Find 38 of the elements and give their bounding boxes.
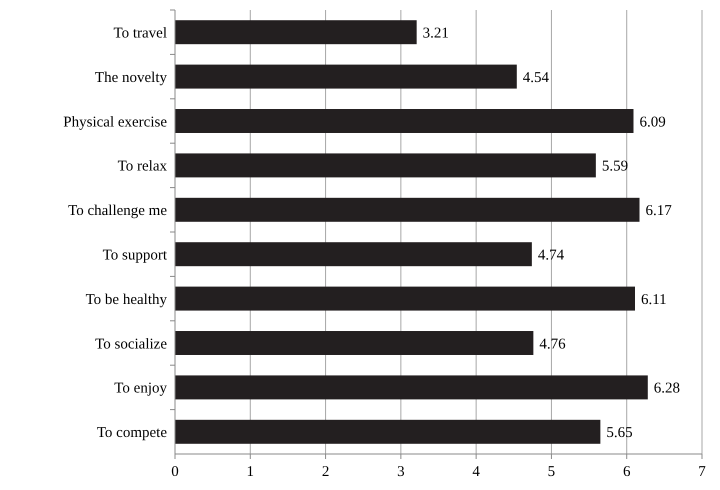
- bar: [175, 20, 417, 44]
- x-tick-label: 0: [171, 464, 179, 480]
- bar: [175, 109, 634, 133]
- x-tick-label: 7: [698, 464, 706, 480]
- data-label: 6.17: [646, 203, 672, 220]
- data-label: 4.54: [522, 70, 550, 86]
- data-label: 6.28: [654, 380, 680, 397]
- data-label: 4.74: [538, 247, 565, 264]
- data-label: 5.65: [606, 425, 633, 442]
- data-label: 3.21: [422, 25, 449, 42]
- x-tick-label: 1: [246, 464, 254, 480]
- data-label: 6.09: [639, 114, 666, 130]
- y-tick-label: To compete: [96, 425, 168, 442]
- bar: [175, 286, 635, 311]
- y-tick-label: To relax: [118, 158, 168, 175]
- x-tick-label: 3: [397, 464, 405, 480]
- bar: [175, 420, 600, 444]
- data-label: 4.76: [539, 336, 566, 352]
- y-tick-label: To challenge me: [68, 203, 168, 220]
- x-tick-label: 4: [472, 464, 480, 480]
- y-tick-label: To socialize: [95, 336, 168, 352]
- x-tick-label: 6: [622, 464, 631, 480]
- y-tick-label: The novelty: [94, 70, 168, 86]
- y-tick-label: To enjoy: [114, 380, 168, 397]
- bar: [175, 64, 517, 89]
- bar: [175, 375, 648, 400]
- y-tick-label: To support: [102, 247, 168, 264]
- x-tick-label: 2: [322, 464, 330, 480]
- y-tick-label: To be healthy: [86, 292, 168, 308]
- data-label: 5.59: [602, 158, 628, 175]
- y-tick-label: Physical exercise: [63, 114, 168, 130]
- data-label: 6.11: [640, 292, 667, 308]
- x-tick-label: 5: [548, 464, 556, 480]
- y-tick-label: To travel: [113, 25, 167, 42]
- bar: [175, 153, 596, 178]
- bar: [175, 242, 532, 266]
- bar: [175, 198, 640, 222]
- bar: [175, 331, 534, 355]
